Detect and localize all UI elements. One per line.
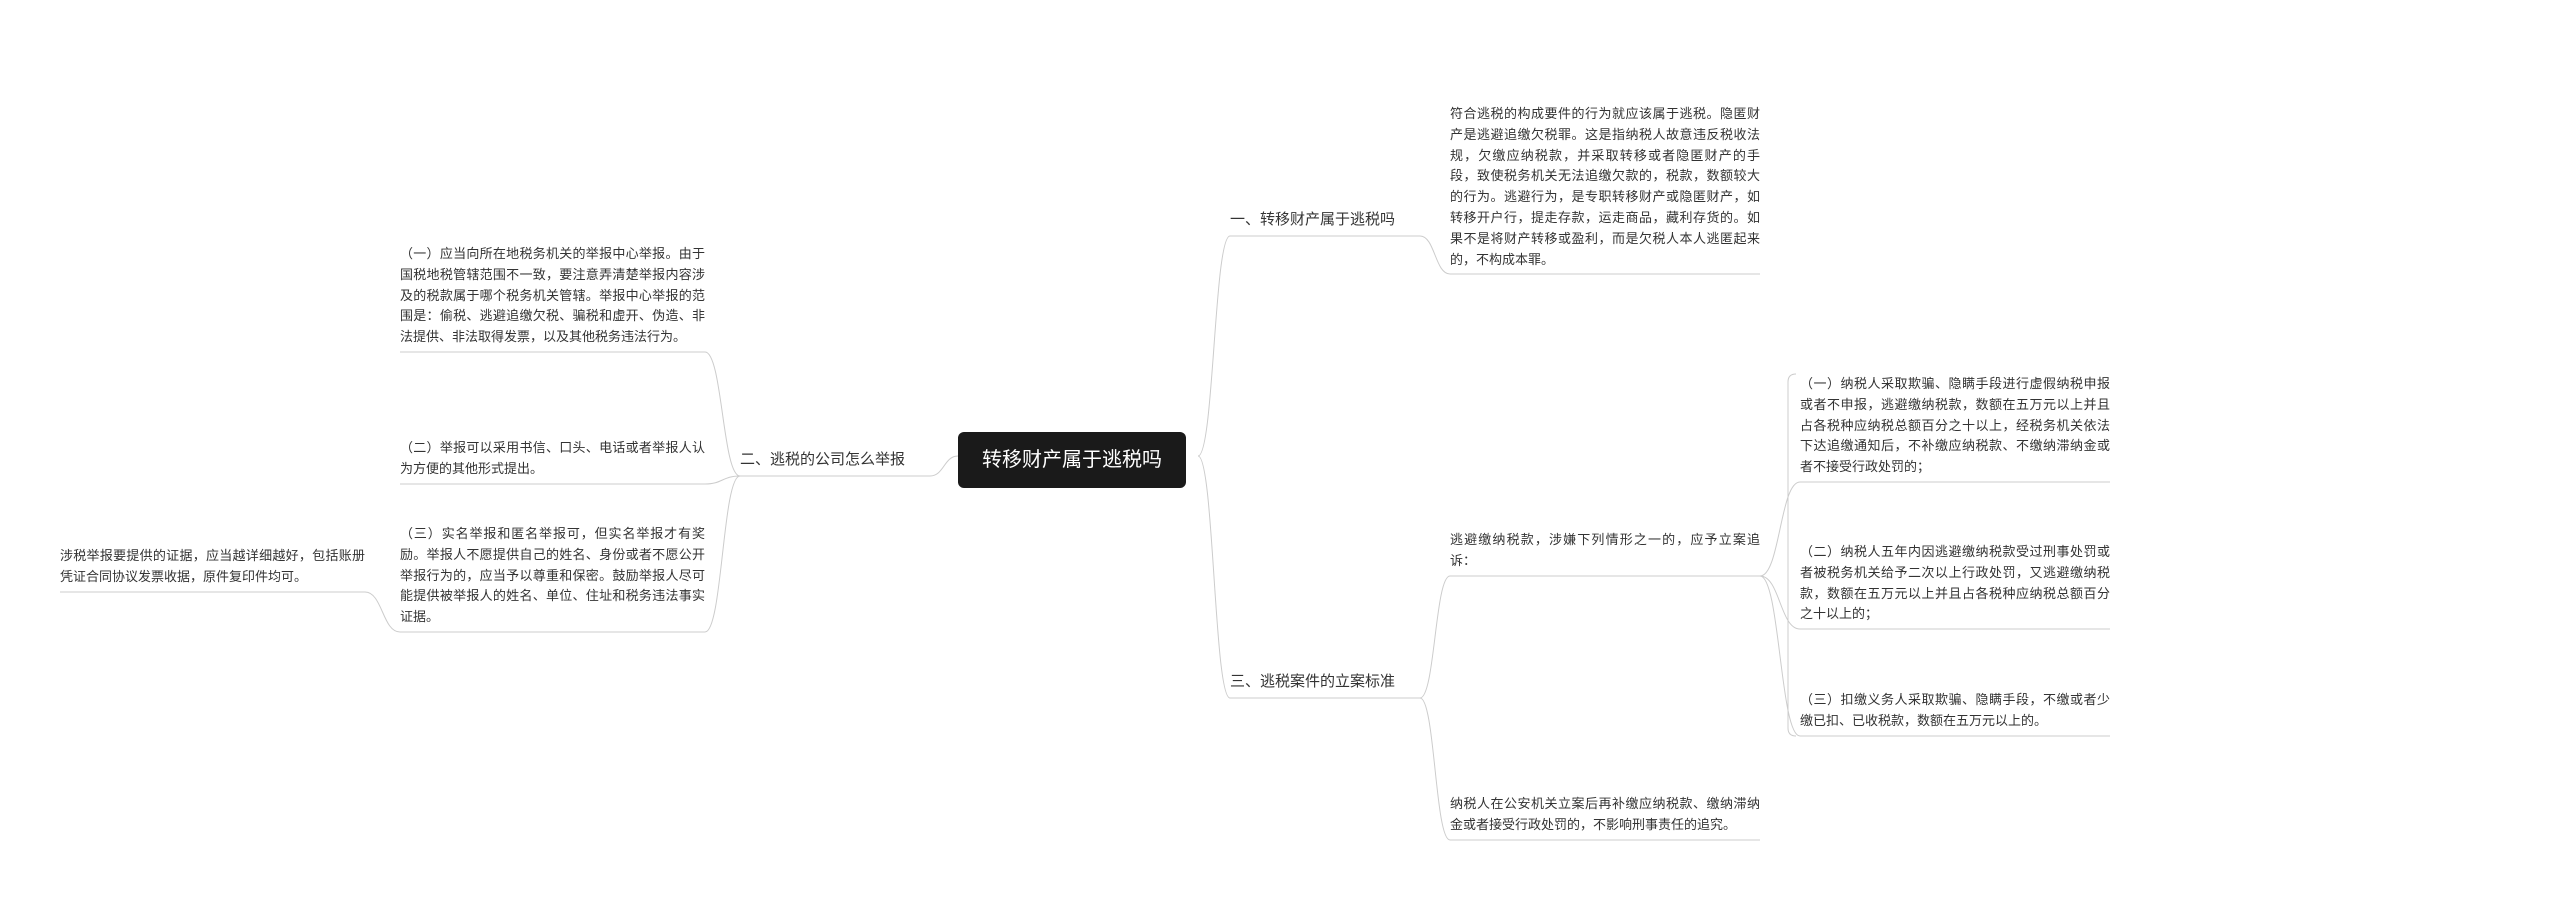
branch-node: 三、逃税案件的立案标准 xyxy=(1230,670,1420,698)
leaf-node: （三）实名举报和匿名举报可，但实名举报才有奖励。举报人不愿提供自己的姓名、身份或… xyxy=(400,524,705,632)
leaf-node: 涉税举报要提供的证据，应当越详细越好，包括账册凭证合同协议发票收据，原件复印件均… xyxy=(60,546,365,592)
leaf-node: （一）应当向所在地税务机关的举报中心举报。由于国税地税管辖范围不一致，要注意弄清… xyxy=(400,244,705,352)
branch-node: 二、逃税的公司怎么举报 xyxy=(740,448,930,476)
leaf-node: （一）纳税人采取欺骗、隐瞒手段进行虚假纳税申报或者不申报，逃避缴纳税款，数额在五… xyxy=(1800,374,2110,482)
leaf-node: （三）扣缴义务人采取欺骗、隐瞒手段，不缴或者少缴已扣、已收税款，数额在五万元以上… xyxy=(1800,690,2110,736)
leaf-node: 逃避缴纳税款，涉嫌下列情形之一的，应予立案追诉： xyxy=(1450,530,1760,576)
root-node: 转移财产属于逃税吗 xyxy=(958,432,1186,488)
leaf-node: （二）举报可以采用书信、口头、电话或者举报人认为方便的其他形式提出。 xyxy=(400,438,705,484)
leaf-node: 纳税人在公安机关立案后再补缴应纳税款、缴纳滞纳金或者接受行政处罚的，不影响刑事责… xyxy=(1450,794,1760,840)
leaf-node: （二）纳税人五年内因逃避缴纳税款受过刑事处罚或者被税务机关给予二次以上行政处罚，… xyxy=(1800,542,2110,629)
branch-node: 一、转移财产属于逃税吗 xyxy=(1230,208,1420,236)
leaf-node: 符合逃税的构成要件的行为就应该属于逃税。隐匿财产是逃避追缴欠税罪。这是指纳税人故… xyxy=(1450,104,1760,274)
